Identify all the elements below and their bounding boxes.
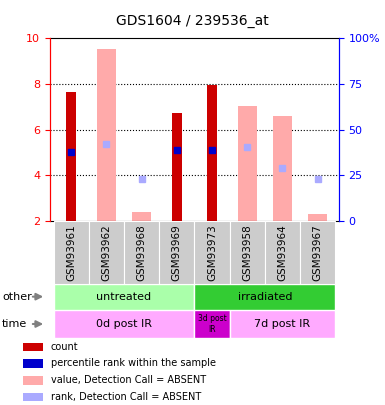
- Text: irradiated: irradiated: [238, 292, 292, 302]
- Bar: [308, 214, 327, 221]
- Bar: [159, 221, 194, 284]
- Text: 3d post
IR: 3d post IR: [198, 314, 226, 334]
- Text: 7d post IR: 7d post IR: [254, 319, 311, 329]
- Bar: [273, 116, 292, 221]
- Text: GSM93961: GSM93961: [66, 224, 76, 281]
- Text: time: time: [2, 319, 27, 329]
- Bar: [66, 92, 76, 221]
- Bar: [194, 284, 335, 310]
- Bar: [89, 221, 124, 284]
- Text: other: other: [2, 292, 32, 302]
- Bar: [194, 310, 229, 338]
- Bar: [97, 49, 116, 221]
- Text: GSM93968: GSM93968: [137, 224, 147, 281]
- Bar: [132, 211, 151, 221]
- Text: 0d post IR: 0d post IR: [96, 319, 152, 329]
- Text: value, Detection Call = ABSENT: value, Detection Call = ABSENT: [50, 375, 206, 385]
- Text: rank, Detection Call = ABSENT: rank, Detection Call = ABSENT: [50, 392, 201, 402]
- Bar: [207, 85, 217, 221]
- Bar: [238, 106, 257, 221]
- Bar: [54, 310, 194, 338]
- Bar: [23, 376, 43, 385]
- Text: GSM93973: GSM93973: [207, 224, 217, 281]
- Bar: [229, 221, 265, 284]
- Text: GDS1604 / 239536_at: GDS1604 / 239536_at: [116, 14, 269, 28]
- Bar: [229, 310, 335, 338]
- Bar: [300, 221, 335, 284]
- Text: GSM93969: GSM93969: [172, 224, 182, 281]
- Text: GSM93964: GSM93964: [278, 224, 288, 281]
- Bar: [172, 113, 182, 221]
- Text: percentile rank within the sample: percentile rank within the sample: [50, 358, 216, 368]
- Bar: [265, 221, 300, 284]
- Text: GSM93958: GSM93958: [242, 224, 252, 281]
- Bar: [23, 343, 43, 351]
- Text: untreated: untreated: [96, 292, 152, 302]
- Text: count: count: [50, 341, 78, 352]
- Bar: [194, 221, 229, 284]
- Bar: [23, 392, 43, 401]
- Bar: [54, 221, 89, 284]
- Bar: [54, 284, 194, 310]
- Text: GSM93962: GSM93962: [101, 224, 111, 281]
- Bar: [23, 359, 43, 368]
- Bar: [124, 221, 159, 284]
- Text: GSM93967: GSM93967: [313, 224, 323, 281]
